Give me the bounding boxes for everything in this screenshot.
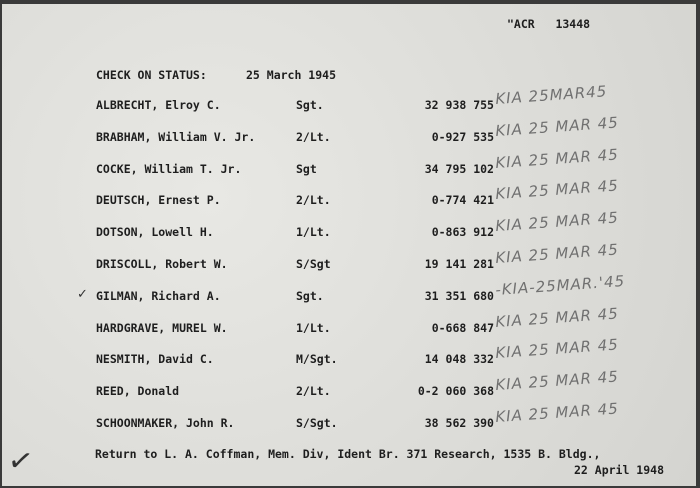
serial-number: 0-774 421 (431, 193, 494, 208)
person-name: ALBRECHT, Elroy C. (96, 98, 221, 112)
serial-number: 0-863 912 (431, 225, 494, 240)
serial-number: 14 048 332 (424, 352, 494, 367)
handwritten-status-note: KIA 25 MAR 45 (494, 335, 620, 363)
status-date: 25 March 1945 (246, 68, 337, 82)
serial-number: 31 351 680 (424, 288, 494, 303)
person-name: DOTSON, Lowell H. (96, 225, 214, 240)
footer-date: 22 April 1948 (574, 463, 665, 477)
checkmark-icon: ✓ (77, 286, 88, 302)
person-rank: Sgt (296, 161, 317, 176)
person-name: SCHOONMAKER, John R. (96, 416, 235, 430)
person-name: DEUTSCH, Ernest P. (96, 193, 221, 208)
handwritten-status-note: -KIA-25MAR.'45 (494, 271, 626, 299)
document-card: "ACR 13448 CHECK ON STATUS: 25 March 194… (2, 4, 696, 486)
person-name: GILMAN, Richard A. (96, 288, 221, 303)
handwritten-status-note: KIA 25 MAR 45 (494, 399, 620, 426)
large-checkmark-icon: ✓ (5, 442, 36, 481)
handwritten-status-note: KIA 25 MAR 45 (494, 304, 620, 331)
handwritten-status-note: KIA 25MAR45 (494, 82, 608, 108)
file-reference: "ACR 13448 (507, 17, 591, 31)
person-rank: 2/Lt. (296, 129, 331, 144)
person-name: DRISCOLL, Robert W. (96, 257, 228, 271)
person-rank: Sgt. (296, 288, 324, 303)
serial-number: 32 938 755 (424, 98, 494, 112)
serial-number: 38 562 390 (424, 416, 494, 430)
handwritten-status-note: KIA 25 MAR 45 (494, 176, 620, 204)
handwritten-status-note: KIA 25 MAR 45 (494, 113, 620, 140)
serial-number: 0-668 847 (431, 320, 494, 335)
document-title: CHECK ON STATUS: (96, 68, 207, 82)
handwritten-status-note: KIA 25 MAR 45 (494, 145, 620, 172)
handwritten-status-note: KIA 25 MAR 45 (494, 367, 620, 395)
person-rank: M/Sgt. (296, 352, 338, 367)
person-name: BRABHAM, William V. Jr. (96, 129, 256, 144)
person-name: COCKE, William T. Jr. (96, 161, 242, 176)
person-name: REED, Donald (96, 384, 180, 399)
serial-number: 19 141 281 (424, 257, 494, 271)
person-name: HARDGRAVE, MUREL W. (96, 320, 228, 335)
person-name: NESMITH, David C. (96, 352, 214, 367)
person-rank: S/Sgt. (296, 416, 338, 430)
person-rank: 1/Lt. (296, 320, 331, 335)
handwritten-status-note: KIA 25 MAR 45 (494, 240, 620, 267)
person-rank: Sgt. (296, 98, 324, 112)
person-rank: 2/Lt. (296, 193, 331, 208)
serial-number: 0-927 535 (431, 129, 494, 144)
serial-number: 0-2 060 368 (417, 384, 494, 399)
serial-number: 34 795 102 (424, 161, 494, 176)
person-rank: 2/Lt. (296, 384, 331, 399)
person-rank: S/Sgt (296, 257, 331, 271)
person-rank: 1/Lt. (296, 225, 331, 240)
return-instruction: Return to L. A. Coffman, Mem. Div, Ident… (95, 447, 601, 461)
handwritten-status-note: KIA 25 MAR 45 (494, 208, 620, 236)
